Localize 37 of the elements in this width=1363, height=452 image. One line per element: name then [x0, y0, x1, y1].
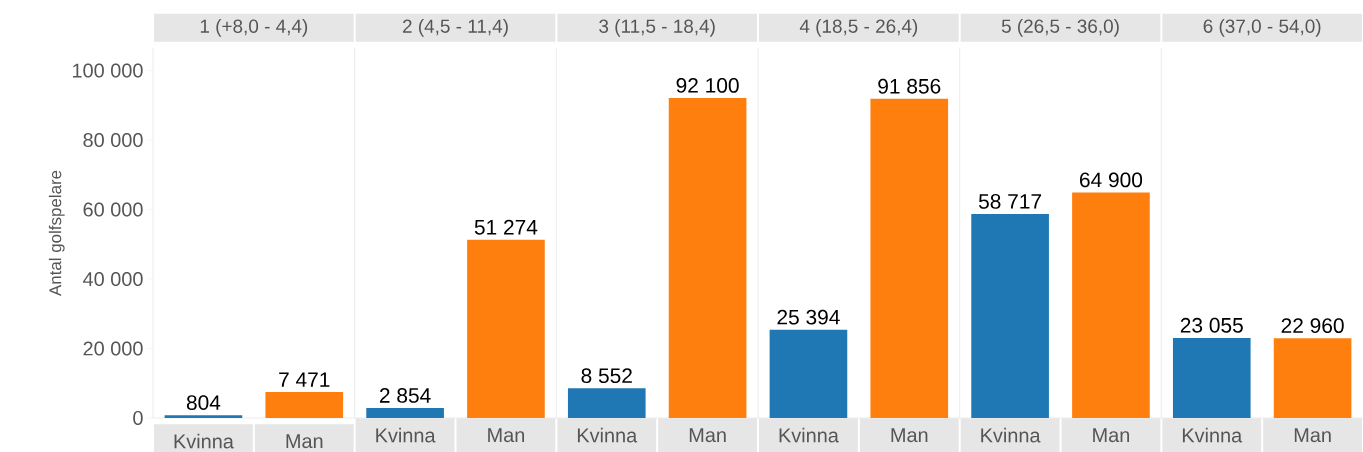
x-tick-label: Kvinna	[376, 427, 436, 443]
x-tick-label: Kvinna	[779, 427, 839, 443]
data-label: 91 856	[878, 78, 941, 94]
x-tick-label: Kvinna	[577, 427, 638, 443]
x-tick-label: Kvinna	[1182, 427, 1243, 443]
x-tick-label: Man	[1294, 428, 1331, 443]
data-label: 804	[186, 395, 221, 410]
y-tick-label: 80 000	[83, 133, 143, 148]
chart-title: 6 (37,0 - 54,0)	[1203, 18, 1321, 37]
x-tick-label: Man	[1093, 428, 1130, 443]
chart-title: 3 (11,5 - 18,4)	[599, 18, 715, 37]
data-label: 64 900	[1080, 172, 1143, 188]
x-tick-label: Kvinna	[981, 427, 1041, 443]
y-tick-label: 40 000	[83, 271, 143, 287]
chart-title: 5 (26,5 - 36,0)	[1001, 18, 1119, 37]
x-tick-label: Man	[891, 428, 928, 443]
data-label: 7 471	[279, 372, 330, 387]
y-tick-label: 100 000	[72, 63, 143, 78]
y-tick-label: 60 000	[83, 202, 143, 217]
chart-title: 2 (4,5 - 11,4)	[402, 18, 508, 37]
x-tick-label: Man	[689, 428, 726, 443]
data-label: 25 394	[777, 309, 840, 325]
data-label: 8 552	[581, 368, 632, 384]
x-tick-label: Man	[286, 434, 323, 449]
y-tick-label: 0	[133, 410, 143, 426]
x-tick-label: Kvinna	[174, 433, 234, 449]
y-tick-label: 20 000	[83, 341, 143, 356]
data-label: 58 717	[978, 193, 1042, 209]
data-label: 92 100	[676, 78, 739, 93]
chart-title: 1 (+8,0 - 4,4)	[200, 18, 308, 37]
chart-title: 4 (18,5 - 26,4)	[799, 18, 918, 37]
data-label: 23 055	[1180, 317, 1243, 333]
y-axis-title: Antal golfspelare	[48, 170, 65, 297]
data-label: 22 960	[1281, 318, 1344, 334]
data-label: 2 854	[379, 388, 431, 403]
data-label: 51 274	[474, 219, 538, 235]
x-tick-label: Man	[488, 428, 525, 443]
